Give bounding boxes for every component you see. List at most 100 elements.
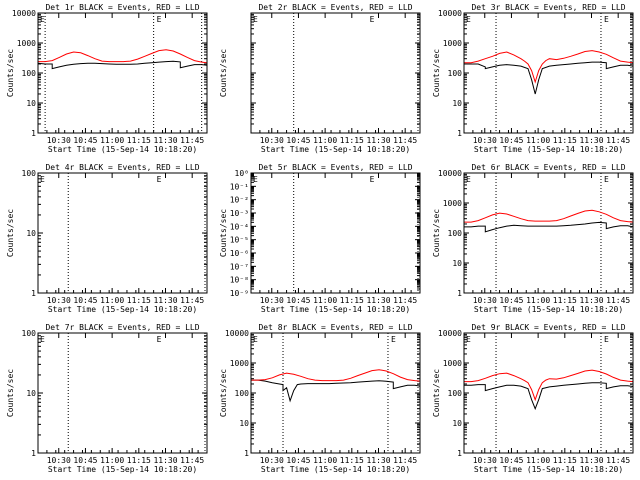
x-tick-label: 11:30 xyxy=(579,456,603,465)
y-tick-label: 100 xyxy=(235,389,250,398)
x-axis-label: Start Time (15-Sep-14 10:18:20) xyxy=(261,145,410,154)
x-tick-label: 11:45 xyxy=(180,296,204,305)
x-tick-label: 10:30 xyxy=(260,456,284,465)
events-series-line xyxy=(251,379,421,403)
x-tick-label: 10:30 xyxy=(473,456,497,465)
x-tick-label: 11:30 xyxy=(366,456,390,465)
x-tick-label: 11:15 xyxy=(553,136,577,145)
x-tick-label: 10:30 xyxy=(260,136,284,145)
plot-frame xyxy=(37,332,208,454)
panel-marker-right: E xyxy=(370,175,375,184)
lld-series-line xyxy=(464,369,634,402)
x-tick-label: 11:15 xyxy=(553,456,577,465)
panel-det-4: Det 4r BLACK = Events, RED = LLD 1 10 100 10… xyxy=(6,163,208,314)
panel-det-2: Det 2r BLACK = Events, RED = LLD 10:30 10:… xyxy=(219,3,421,154)
panel-marker-left: E xyxy=(466,15,471,24)
x-tick-label: 11:00 xyxy=(313,136,337,145)
y-tick-label: 10000 xyxy=(438,329,462,338)
x-tick-label: 11:00 xyxy=(100,296,124,305)
x-tick-label: 11:00 xyxy=(313,296,337,305)
x-tick-label: 11:15 xyxy=(340,136,364,145)
y-tick-label: 10 xyxy=(452,419,462,428)
x-tick-label: 11:30 xyxy=(579,136,603,145)
x-tick-label: 11:30 xyxy=(153,296,177,305)
y-tick-label: 100 xyxy=(22,69,37,78)
panel-marker-left: E xyxy=(466,175,471,184)
panel-marker-right: E xyxy=(604,175,609,184)
y-tick-label: 1000 xyxy=(443,359,462,368)
panel-title: Det 7r BLACK = Events, RED = LLD xyxy=(45,323,199,332)
panel-marker-left: E xyxy=(40,15,45,24)
events-series-line xyxy=(464,221,634,233)
x-tick-label: 11:45 xyxy=(180,136,204,145)
y-axis-label: Counts/sec xyxy=(219,49,228,97)
plot-frame xyxy=(463,172,634,294)
x-tick-label: 11:15 xyxy=(127,456,151,465)
y-tick-label: 1 xyxy=(31,449,36,458)
panel-marker-left: E xyxy=(253,335,258,344)
plot-frame xyxy=(37,12,208,134)
plot-frame xyxy=(250,332,421,454)
y-tick-label: 100 xyxy=(448,389,463,398)
plot-frame xyxy=(37,172,208,294)
y-tick-label: 10 xyxy=(26,99,36,108)
y-tick-label: 10⁻⁷ xyxy=(230,262,249,271)
y-tick-label: 1 xyxy=(457,289,462,298)
panel-marker-left: E xyxy=(466,335,471,344)
events-series-line xyxy=(464,382,634,411)
y-tick-label: 1000 xyxy=(17,39,36,48)
x-axis-label: Start Time (15-Sep-14 10:18:20) xyxy=(474,305,623,314)
x-tick-label: 10:30 xyxy=(260,296,284,305)
plot-frame xyxy=(463,332,634,454)
x-tick-label: 11:00 xyxy=(313,456,337,465)
x-tick-label: 10:30 xyxy=(47,136,71,145)
panel-marker-right: E xyxy=(157,15,162,24)
y-tick-label: 1000 xyxy=(230,359,249,368)
panel-title: Det 4r BLACK = Events, RED = LLD xyxy=(45,163,199,172)
panel-det-1: Det 1r BLACK = Events, RED = LLD 1 10 100 10… xyxy=(6,3,208,154)
y-tick-label: 100 xyxy=(22,169,37,178)
y-tick-label: 10⁻¹ xyxy=(230,182,249,191)
y-axis-label: Counts/sec xyxy=(432,49,441,97)
x-tick-label: 10:45 xyxy=(286,296,310,305)
x-tick-label: 10:45 xyxy=(499,136,523,145)
x-tick-label: 10:45 xyxy=(499,456,523,465)
events-series-line xyxy=(37,60,208,70)
y-tick-label: 10 xyxy=(26,389,36,398)
x-tick-label: 11:45 xyxy=(180,456,204,465)
x-tick-label: 11:15 xyxy=(340,456,364,465)
panel-det-7: Det 7r BLACK = Events, RED = LLD 1 10 100 10… xyxy=(6,323,208,474)
panel-marker-left: E xyxy=(40,175,45,184)
x-tick-label: 10:45 xyxy=(73,136,97,145)
x-tick-label: 10:45 xyxy=(286,456,310,465)
y-tick-label: 1 xyxy=(244,449,249,458)
y-tick-label: 10 xyxy=(26,229,36,238)
lld-series-line xyxy=(251,369,421,382)
x-tick-label: 11:30 xyxy=(366,136,390,145)
y-tick-label: 10000 xyxy=(438,169,462,178)
x-tick-label: 11:45 xyxy=(606,136,630,145)
x-tick-label: 11:00 xyxy=(100,456,124,465)
y-axis-label: Counts/sec xyxy=(219,369,228,417)
y-tick-label: 1 xyxy=(457,129,462,138)
y-axis-label: Counts/sec xyxy=(219,209,228,257)
y-tick-label: 10⁻² xyxy=(230,196,249,205)
y-tick-label: 1000 xyxy=(443,39,462,48)
x-tick-label: 10:30 xyxy=(473,296,497,305)
y-axis-label: Counts/sec xyxy=(432,369,441,417)
y-axis-label: Counts/sec xyxy=(6,49,15,97)
x-tick-label: 11:15 xyxy=(127,296,151,305)
x-tick-label: 10:45 xyxy=(286,136,310,145)
x-tick-label: 11:45 xyxy=(606,456,630,465)
x-axis-label: Start Time (15-Sep-14 10:18:20) xyxy=(48,465,197,474)
panel-marker-right: E xyxy=(604,335,609,344)
x-tick-label: 11:00 xyxy=(100,136,124,145)
panel-marker-right: E xyxy=(157,335,162,344)
panel-marker-right: E xyxy=(370,15,375,24)
x-tick-label: 11:00 xyxy=(526,456,550,465)
y-tick-label: 10 xyxy=(452,99,462,108)
panel-det-9: Det 9r BLACK = Events, RED = LLD 1 10 100 10… xyxy=(432,323,634,474)
y-tick-label: 100 xyxy=(22,329,37,338)
x-tick-label: 11:00 xyxy=(526,136,550,145)
